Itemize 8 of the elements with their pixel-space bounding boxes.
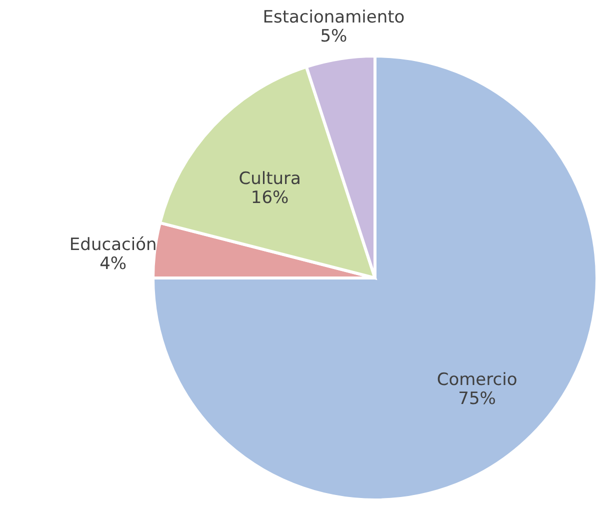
data-label: 5% bbox=[320, 26, 348, 46]
slice-label: Educación bbox=[69, 234, 157, 255]
data-label: 75% bbox=[458, 389, 496, 410]
slice-label: Cultura bbox=[238, 169, 301, 190]
slice-label: Estacionamiento bbox=[262, 7, 405, 28]
data-label: 16% bbox=[250, 188, 289, 208]
slice-label: Comercio bbox=[436, 370, 518, 390]
data-label: 4% bbox=[100, 254, 127, 274]
